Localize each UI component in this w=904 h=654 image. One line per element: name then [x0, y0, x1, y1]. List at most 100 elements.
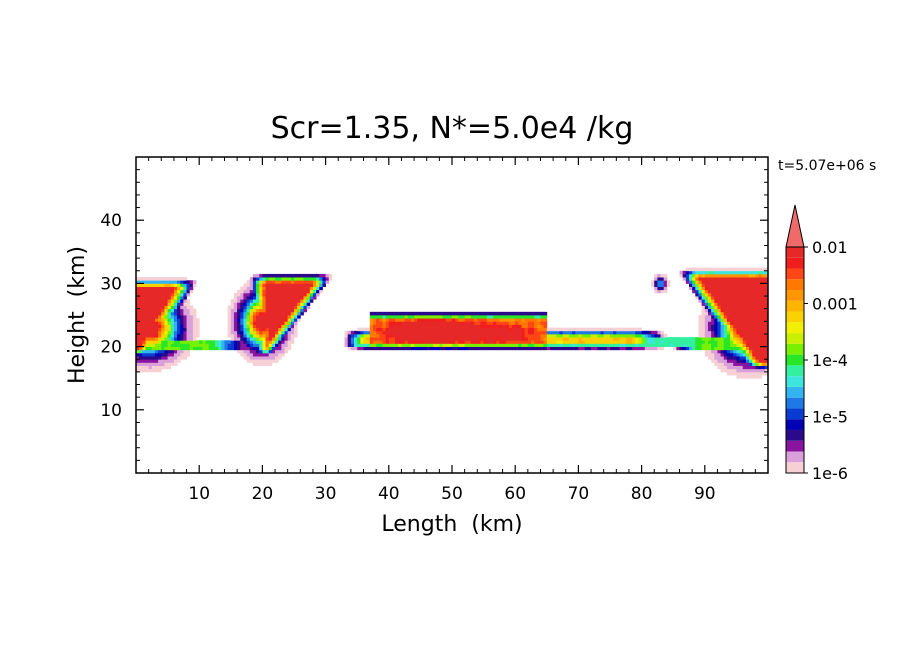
field-cell [252, 302, 257, 306]
field-cell [186, 337, 191, 341]
colorbar-segment [786, 419, 804, 430]
field-cell [262, 286, 266, 291]
field-cell [306, 305, 311, 310]
field-cell [717, 292, 721, 297]
field-cell [151, 330, 156, 335]
field-cell [717, 270, 721, 275]
field-cell [240, 292, 244, 297]
y-tick-label: 20 [100, 338, 122, 358]
field-cell [284, 277, 289, 281]
field-cell [581, 337, 586, 341]
field-cell [742, 352, 747, 357]
field-cell [578, 343, 582, 347]
field-cell [142, 337, 146, 341]
field-cell [154, 296, 159, 300]
field-cell [698, 286, 703, 291]
field-cell [265, 349, 270, 354]
field-cell [161, 292, 165, 297]
field-cell [502, 343, 507, 347]
field-cell [752, 286, 756, 291]
field-cell [259, 362, 263, 366]
field-cell [723, 346, 728, 351]
field-cell [464, 327, 469, 332]
field-cell [638, 346, 642, 351]
field-cell [682, 346, 687, 351]
field-cell [565, 346, 570, 351]
field-cell [189, 311, 194, 316]
field-cell [164, 283, 168, 287]
field-cell [287, 333, 292, 338]
field-cell [388, 333, 393, 338]
field-cell [136, 315, 140, 319]
field-cell [442, 324, 447, 329]
field-cell [704, 305, 709, 310]
field-cell [742, 324, 747, 329]
x-tick-label: 90 [694, 484, 716, 504]
field-cell [644, 333, 649, 338]
field-cell [739, 296, 744, 300]
field-cell [275, 359, 279, 363]
field-cell [382, 337, 387, 341]
field-cell [474, 318, 478, 322]
field-cell [720, 318, 725, 322]
field-cell [376, 340, 380, 344]
field-cell [679, 337, 684, 341]
field-cell [726, 318, 731, 322]
field-cell [164, 352, 168, 357]
field-cell [268, 337, 273, 341]
field-cell [752, 296, 756, 300]
field-cell [707, 286, 712, 291]
field-cell [603, 333, 608, 338]
field-cell [518, 330, 522, 335]
field-cell [379, 340, 383, 344]
field-cell [177, 349, 181, 354]
field-cell [151, 327, 156, 332]
field-cell [493, 333, 497, 338]
field-cell [347, 346, 352, 351]
field-cell [764, 318, 768, 322]
field-cell [173, 359, 178, 363]
field-cell [227, 308, 232, 313]
field-cell [537, 321, 541, 325]
field-cell [493, 311, 497, 316]
field-cell [271, 273, 276, 278]
field-cell [281, 315, 285, 319]
field-cell [515, 318, 519, 322]
field-cell [256, 346, 260, 351]
field-cell [196, 330, 200, 335]
field-cell [726, 356, 731, 360]
field-cell [369, 318, 374, 322]
field-cell [391, 321, 396, 325]
colorbar-segment [786, 311, 804, 323]
field-cell [161, 299, 165, 303]
field-cell [704, 283, 709, 287]
field-cell [316, 273, 320, 278]
field-cell [698, 340, 703, 344]
field-cell [467, 337, 472, 341]
field-cell [189, 340, 194, 344]
field-cell [474, 324, 478, 329]
field-cell [761, 283, 766, 287]
field-cell [736, 333, 740, 338]
field-cell [581, 327, 586, 332]
field-cell [170, 277, 175, 281]
field-cell [186, 343, 191, 347]
field-cell [167, 289, 172, 294]
field-cell [268, 305, 273, 310]
field-cell [265, 286, 270, 291]
field-cell [158, 311, 162, 316]
field-cell [158, 318, 162, 322]
field-cell [474, 330, 478, 335]
field-cell [183, 324, 187, 329]
field-cell [720, 330, 725, 335]
field-cell [749, 315, 753, 319]
field-cell [237, 327, 241, 332]
field-cell [268, 315, 273, 319]
field-cell [572, 327, 576, 332]
field-cell [151, 359, 156, 363]
field-cell [764, 270, 768, 275]
field-cell [689, 270, 693, 275]
field-cell [531, 340, 535, 344]
field-cell [758, 283, 763, 287]
